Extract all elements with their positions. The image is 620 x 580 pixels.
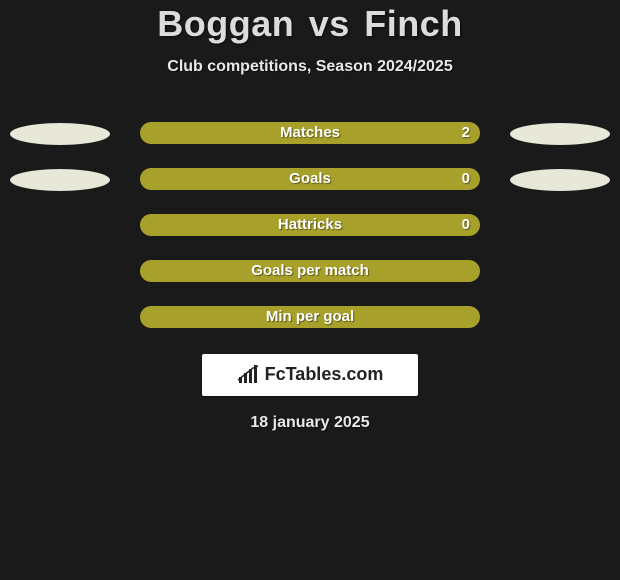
stat-bar	[140, 306, 480, 328]
stat-bar-right	[140, 214, 480, 236]
title-vs: vs	[309, 3, 350, 44]
team-ellipse-right	[510, 169, 610, 191]
badge-text: FcTables.com	[265, 364, 384, 385]
stat-value-right: 0	[462, 214, 470, 236]
stat-bar-right	[140, 306, 480, 328]
stat-value-right: 2	[462, 122, 470, 144]
stat-value-right: 0	[462, 168, 470, 190]
comparison-card: Boggan vs Finch Club competitions, Seaso…	[0, 0, 620, 580]
stat-bar	[140, 168, 480, 190]
date-label: 18 january 2025	[0, 414, 620, 432]
chart-icon	[237, 365, 261, 385]
stat-bar	[140, 214, 480, 236]
stat-bar-right	[140, 260, 480, 282]
team-ellipse-left	[10, 169, 110, 191]
stat-row: Goals0	[0, 156, 620, 202]
stat-row: Min per goal	[0, 294, 620, 340]
stat-bar-right	[140, 168, 480, 190]
subtitle: Club competitions, Season 2024/2025	[0, 58, 620, 76]
stat-bar	[140, 122, 480, 144]
stat-bar-right	[140, 122, 480, 144]
stat-bar	[140, 260, 480, 282]
site-badge[interactable]: FcTables.com	[202, 354, 418, 396]
stat-row: Matches2	[0, 110, 620, 156]
title-player2: Finch	[364, 3, 463, 44]
stat-row: Hattricks0	[0, 202, 620, 248]
stat-row: Goals per match	[0, 248, 620, 294]
title-player1: Boggan	[157, 3, 294, 44]
team-ellipse-right	[510, 123, 610, 145]
page-title: Boggan vs Finch	[0, 4, 620, 44]
team-ellipse-left	[10, 123, 110, 145]
stat-rows: Matches2Goals0Hattricks0Goals per matchM…	[0, 110, 620, 340]
